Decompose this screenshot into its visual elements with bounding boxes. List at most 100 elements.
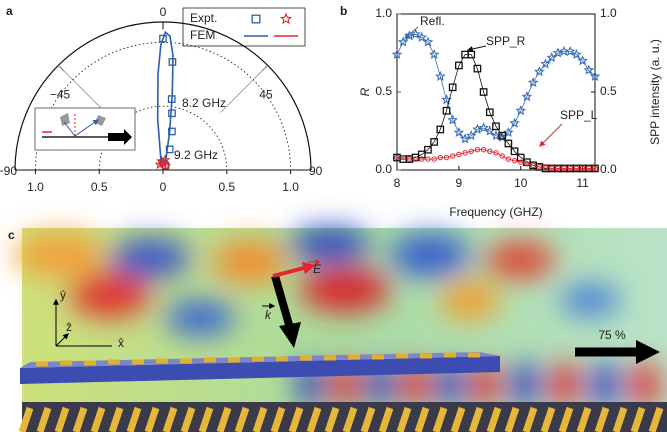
legend-label: FEM xyxy=(190,28,215,42)
series-label: SPP_R xyxy=(486,34,526,48)
series-label: SPP_L xyxy=(560,108,598,122)
marker xyxy=(447,114,458,125)
marker xyxy=(573,165,580,172)
marker xyxy=(435,70,446,81)
y-axis-title: R xyxy=(358,87,372,96)
gold-stripes xyxy=(18,406,664,432)
marker xyxy=(546,52,557,63)
series-arrow xyxy=(466,45,487,52)
marker xyxy=(436,125,445,134)
marker xyxy=(391,48,403,60)
fem-curve xyxy=(159,160,167,168)
marker xyxy=(448,83,457,92)
marker xyxy=(552,47,564,58)
angle-tick-label: −90 xyxy=(0,164,17,178)
marker xyxy=(474,147,481,153)
angle-tick-label: 90 xyxy=(309,164,323,178)
marker xyxy=(422,36,434,47)
frequency-label: 9.2 GHz xyxy=(174,148,218,162)
series-arrow xyxy=(404,26,419,39)
marker xyxy=(456,151,462,158)
frequency-label: 8.2 GHz xyxy=(182,96,226,110)
r-tick-label: 0.5 xyxy=(91,180,108,194)
output-arrow-head xyxy=(636,340,660,364)
marker xyxy=(478,122,489,133)
marker xyxy=(430,138,438,146)
r-tick-label: 0.5 xyxy=(218,180,235,194)
r-tick-label: 0 xyxy=(160,180,167,194)
inset xyxy=(34,107,136,151)
marker xyxy=(509,117,520,128)
marker xyxy=(518,159,524,165)
x-tick-label: 9 xyxy=(456,176,463,190)
marker xyxy=(586,165,592,172)
marker xyxy=(510,147,519,156)
marker xyxy=(410,28,421,39)
axis-label: ŷ xyxy=(60,288,66,302)
marker xyxy=(397,36,409,47)
marker xyxy=(416,31,428,42)
marker xyxy=(394,154,400,161)
marker xyxy=(473,64,482,73)
marker xyxy=(406,156,413,162)
marker xyxy=(168,109,176,118)
marker xyxy=(459,133,471,144)
marker xyxy=(536,164,543,170)
marker xyxy=(511,157,518,164)
marker xyxy=(462,150,468,156)
y2-axis-title: SPP intensity (a. u.) xyxy=(648,39,662,145)
marker xyxy=(534,66,545,77)
legend-label: Expt. xyxy=(190,11,217,25)
marker xyxy=(499,153,505,159)
marker xyxy=(492,122,500,131)
e-arrow-head xyxy=(302,262,316,274)
y-tick-label: 0.0 xyxy=(375,162,392,176)
metasurface xyxy=(20,356,500,384)
marker xyxy=(400,154,406,161)
marker xyxy=(503,126,514,138)
field-map xyxy=(15,227,659,409)
marker xyxy=(571,48,582,60)
marker xyxy=(579,165,586,172)
marker xyxy=(521,91,533,102)
marker xyxy=(412,156,419,162)
wavevector-label: k xyxy=(265,308,272,322)
marker xyxy=(279,12,293,25)
marker xyxy=(431,156,437,162)
angle-tick-label: 45 xyxy=(259,87,273,101)
marker xyxy=(555,165,561,172)
marker xyxy=(564,45,576,56)
marker xyxy=(498,131,507,140)
power-label: 75 % xyxy=(598,328,626,342)
marker xyxy=(530,162,536,169)
marker xyxy=(583,64,595,75)
marker xyxy=(417,150,426,159)
k-arrow-head xyxy=(279,322,301,348)
y2-tick-label: 0.5 xyxy=(600,84,617,98)
y2-tick-label: 0.0 xyxy=(600,162,617,176)
panel-b: b Frequency (GHZ) R SPP intensity (a. u.… xyxy=(340,4,662,219)
marker xyxy=(485,108,494,117)
grid-line xyxy=(58,65,106,113)
marker xyxy=(465,130,477,141)
panel-label: b xyxy=(340,4,347,18)
marker xyxy=(419,156,425,162)
marker xyxy=(449,153,456,159)
marker xyxy=(428,48,440,60)
x-tick-label: 10 xyxy=(514,176,528,190)
axis-label: ẑ xyxy=(66,320,72,334)
fem-curve xyxy=(156,30,174,163)
series-label: Refl. xyxy=(420,14,445,28)
marker xyxy=(455,61,463,70)
panel-label: a xyxy=(6,4,13,18)
marker xyxy=(540,58,551,69)
marker xyxy=(472,123,483,134)
marker xyxy=(480,147,487,153)
marker xyxy=(479,88,488,96)
marker xyxy=(168,127,176,136)
grid-line xyxy=(220,65,268,113)
marker xyxy=(542,164,549,170)
marker xyxy=(493,150,499,156)
marker xyxy=(251,14,261,24)
